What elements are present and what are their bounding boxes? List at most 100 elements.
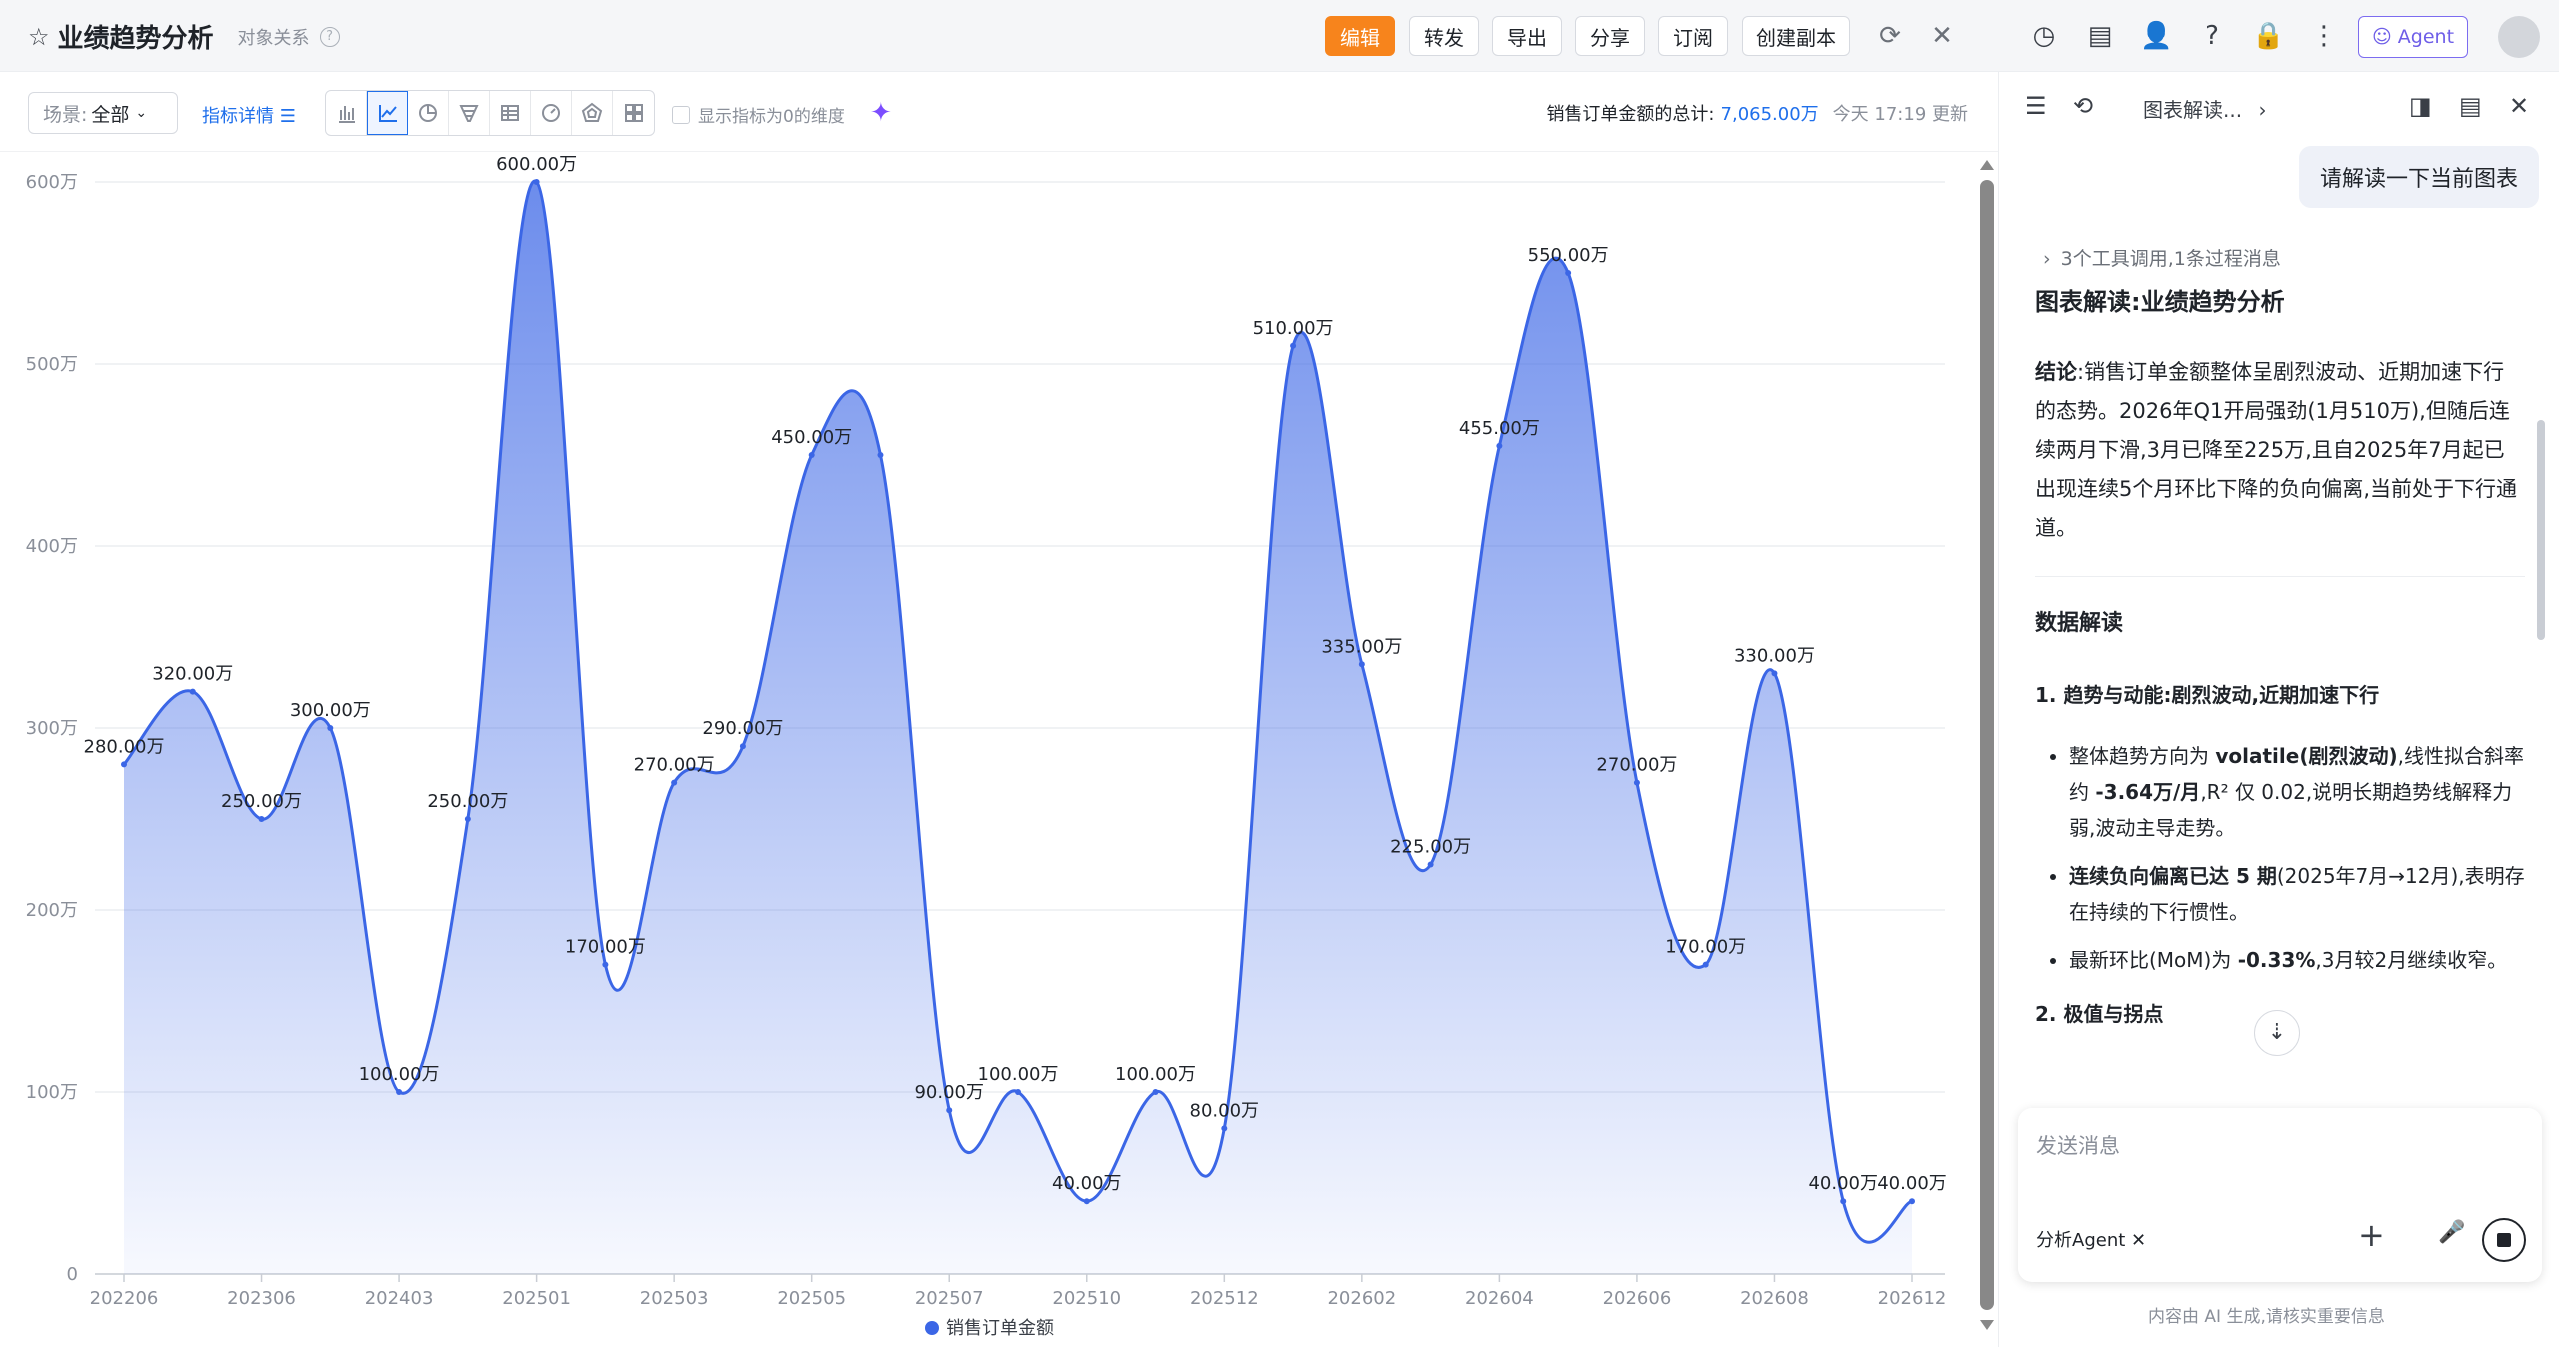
chevron-right-icon: › [2043, 248, 2051, 270]
subscribe-button[interactable]: 订阅 [1658, 16, 1728, 56]
close-icon[interactable]: ✕ [2509, 92, 2530, 120]
data-point [1633, 779, 1640, 786]
scroll-up-arrow[interactable] [1980, 160, 1994, 170]
add-icon[interactable]: + [2358, 1216, 2385, 1254]
avatar[interactable] [2498, 16, 2540, 58]
tool-calls-summary[interactable]: › 3个工具调用,1条过程消息 [2043, 244, 2281, 271]
total-value: 7,065.00万 [1720, 104, 1819, 125]
checkbox-box[interactable] [672, 105, 690, 124]
scene-label: 场景: [43, 103, 88, 126]
data-point [1083, 1198, 1090, 1205]
line-chart-icon[interactable] [367, 91, 408, 135]
ai-sparkle-icon[interactable]: ✦ [870, 98, 892, 128]
x-tick-label: 202501 [502, 1288, 571, 1309]
page-title: 业绩趋势分析 [57, 24, 214, 54]
indicator-detail-label: 指标详情 [202, 106, 274, 127]
show-zero-checkbox[interactable]: 显示指标为0的维度 [672, 102, 845, 127]
data-point [1358, 661, 1365, 668]
lock-icon[interactable]: 🔒 [2252, 21, 2285, 51]
grid-icon[interactable] [613, 91, 654, 135]
create-copy-button[interactable]: 创建副本 [1742, 16, 1850, 56]
sidebar-toggle-icon[interactable]: ◨ [2409, 92, 2432, 120]
data-label: 170.00万 [565, 937, 646, 958]
stop-button[interactable] [2482, 1218, 2526, 1262]
x-tick-label: 202503 [640, 1288, 709, 1309]
scroll-to-bottom-icon[interactable]: ⇣ [2254, 1010, 2300, 1056]
data-label: 40.00万 [1877, 1173, 1947, 1194]
chart-scrollbar[interactable] [1980, 160, 1994, 1330]
relation-link[interactable]: 对象关系 [237, 27, 310, 49]
refresh-icon[interactable]: ⟳ [1879, 21, 1901, 51]
response-heading: 图表解读:业绩趋势分析 [2035, 288, 2285, 316]
scroll-thumb[interactable] [1980, 180, 1994, 1310]
bar-chart-icon[interactable] [326, 91, 367, 135]
x-tick-label: 202306 [227, 1288, 296, 1309]
help-icon[interactable]: ? [319, 26, 340, 47]
export-button[interactable]: 导出 [1492, 16, 1562, 56]
data-point [808, 452, 815, 458]
inbox-icon[interactable]: ▤ [2087, 21, 2113, 51]
data-point [1496, 442, 1503, 449]
x-tick-label: 202505 [777, 1288, 846, 1309]
data-point [1152, 1089, 1159, 1095]
gauge-icon[interactable] [531, 91, 572, 135]
more-icon[interactable]: ⋮ [2311, 21, 2337, 51]
menu-icon[interactable]: ☰ [2025, 92, 2047, 120]
pie-chart-icon[interactable] [408, 91, 449, 135]
edit-button[interactable]: 编辑 [1325, 16, 1395, 56]
total-summary: 销售订单金额的总计: 7,065.00万 今天 17:19 更新 [1546, 100, 1968, 126]
data-label: 550.00万 [1528, 245, 1609, 266]
series-line [122, 179, 1913, 1244]
remove-tag-icon[interactable]: ✕ [2131, 1230, 2147, 1251]
data-point [1427, 861, 1434, 868]
microphone-icon[interactable]: 🎤 [2438, 1220, 2466, 1245]
new-chat-icon[interactable]: ⟲ [2073, 92, 2094, 120]
data-point [327, 725, 334, 731]
data-label: 335.00万 [1321, 636, 1402, 657]
y-tick-label: 400万 [26, 536, 78, 557]
funnel-chart-icon[interactable] [449, 91, 490, 135]
data-label: 290.00万 [702, 718, 783, 739]
data-point [877, 452, 884, 458]
user-settings-icon[interactable]: 👤 [2140, 21, 2173, 51]
message-scrollbar[interactable] [2537, 420, 2545, 640]
indicator-detail-link[interactable]: 指标详情 ☰ [202, 102, 296, 128]
list-item: 整体趋势方向为 volatile(剧烈波动),线性拟合斜率约 -3.64万/月,… [2069, 738, 2525, 846]
data-label: 270.00万 [1596, 755, 1677, 776]
data-point [1909, 1198, 1915, 1205]
close-icon[interactable]: ✕ [1931, 21, 1953, 51]
scroll-down-arrow[interactable] [1980, 1320, 1994, 1330]
star-icon[interactable]: ☆ [28, 22, 50, 51]
x-tick-label: 202604 [1465, 1288, 1534, 1309]
data-label: 40.00万 [1808, 1173, 1878, 1194]
table-icon[interactable] [490, 91, 531, 135]
help-icon[interactable]: ? [2205, 21, 2219, 51]
message-input-box[interactable]: 发送消息 分析Agent ✕ + 🎤 [2018, 1108, 2542, 1282]
forward-button[interactable]: 转发 [1409, 16, 1479, 56]
chart-area: 0 100万 200万 300万 400万 500万 600万 202206 202306 202… [0, 152, 1978, 1347]
panel-title[interactable]: 图表解读... › [2143, 94, 2266, 123]
data-label: 320.00万 [152, 664, 233, 685]
data-label: 510.00万 [1253, 318, 1334, 339]
data-label: 90.00万 [914, 1082, 984, 1103]
document-icon[interactable]: ▤ [2459, 92, 2482, 120]
list-item: 连续负向偏离已达 5 期(2025年7月→12月),表明存在持续的下行惯性。 [2069, 858, 2525, 930]
radar-icon[interactable] [572, 91, 613, 135]
y-tick-label: 300万 [26, 718, 78, 739]
subsection-heading-1: 1. 趋势与动能:剧烈波动,近期加速下行 [2035, 683, 2380, 707]
total-label: 销售订单金额的总计: [1546, 104, 1715, 125]
stop-icon [2497, 1233, 2511, 1247]
share-button[interactable]: 分享 [1575, 16, 1645, 56]
x-tick-label: 202608 [1740, 1288, 1809, 1309]
y-tick-label: 500万 [26, 354, 78, 375]
scene-select[interactable]: 场景: 全部 ⌄ [28, 92, 178, 134]
data-point [1565, 270, 1572, 276]
subsection-heading-2: 2. 极值与拐点 [2035, 1002, 2164, 1026]
agent-button[interactable]: ☺ Agent [2358, 16, 2468, 58]
ai-disclaimer: 内容由 AI 生成,请核实重要信息 [2148, 1307, 2385, 1327]
section-heading: 数据解读 [2035, 611, 2124, 636]
history-icon[interactable]: ◷ [2032, 21, 2056, 51]
data-label: 280.00万 [84, 736, 165, 757]
agent-tag[interactable]: 分析Agent ✕ [2036, 1226, 2146, 1252]
message-input[interactable]: 发送消息 [2036, 1134, 2120, 1158]
